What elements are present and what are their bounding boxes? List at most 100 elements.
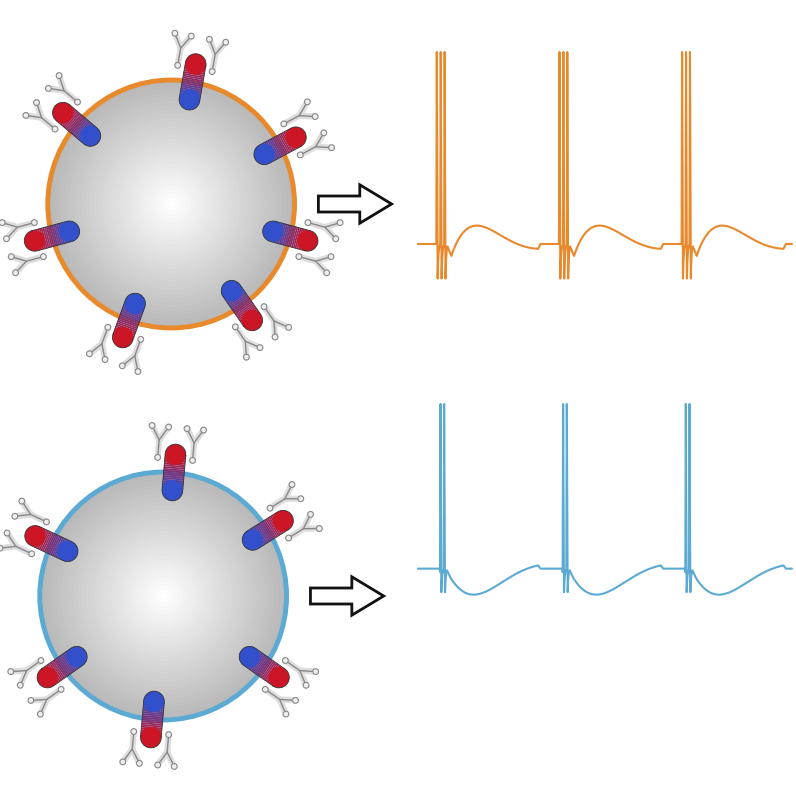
Polygon shape bbox=[185, 64, 205, 70]
Polygon shape bbox=[51, 225, 58, 246]
Circle shape bbox=[98, 130, 244, 278]
Circle shape bbox=[115, 547, 212, 645]
Circle shape bbox=[143, 176, 199, 232]
Polygon shape bbox=[82, 126, 97, 144]
Circle shape bbox=[140, 573, 186, 619]
Polygon shape bbox=[263, 662, 276, 680]
Polygon shape bbox=[77, 122, 92, 139]
Circle shape bbox=[286, 127, 306, 148]
Circle shape bbox=[172, 30, 178, 36]
Circle shape bbox=[127, 160, 215, 248]
Polygon shape bbox=[119, 317, 139, 326]
Polygon shape bbox=[49, 535, 59, 554]
Polygon shape bbox=[142, 724, 162, 728]
Circle shape bbox=[289, 482, 295, 487]
Polygon shape bbox=[48, 226, 55, 246]
Polygon shape bbox=[46, 665, 59, 683]
Polygon shape bbox=[72, 118, 86, 134]
Polygon shape bbox=[272, 222, 279, 242]
Circle shape bbox=[19, 498, 25, 504]
Polygon shape bbox=[143, 704, 164, 708]
Circle shape bbox=[23, 113, 29, 118]
Polygon shape bbox=[185, 66, 205, 71]
Polygon shape bbox=[39, 228, 46, 249]
Polygon shape bbox=[142, 726, 162, 730]
Circle shape bbox=[29, 551, 34, 557]
Circle shape bbox=[0, 546, 3, 551]
Circle shape bbox=[37, 667, 58, 688]
Polygon shape bbox=[54, 224, 61, 245]
Polygon shape bbox=[63, 222, 70, 242]
Polygon shape bbox=[247, 530, 259, 549]
Polygon shape bbox=[243, 313, 260, 326]
Polygon shape bbox=[48, 664, 60, 682]
Polygon shape bbox=[33, 230, 41, 250]
Circle shape bbox=[148, 181, 194, 227]
Polygon shape bbox=[42, 532, 53, 551]
Polygon shape bbox=[244, 648, 257, 666]
Polygon shape bbox=[181, 82, 202, 87]
Polygon shape bbox=[64, 112, 79, 129]
Circle shape bbox=[156, 189, 186, 219]
Polygon shape bbox=[259, 660, 273, 678]
Polygon shape bbox=[274, 137, 285, 156]
Circle shape bbox=[272, 334, 278, 340]
Polygon shape bbox=[62, 110, 76, 126]
Polygon shape bbox=[258, 523, 271, 542]
Circle shape bbox=[9, 254, 14, 259]
Polygon shape bbox=[182, 80, 203, 86]
Polygon shape bbox=[41, 668, 55, 686]
Polygon shape bbox=[142, 715, 163, 718]
Polygon shape bbox=[115, 326, 135, 334]
Polygon shape bbox=[261, 143, 272, 162]
Polygon shape bbox=[78, 123, 93, 140]
Circle shape bbox=[286, 535, 291, 541]
Polygon shape bbox=[114, 330, 134, 339]
Circle shape bbox=[52, 84, 291, 324]
Polygon shape bbox=[60, 108, 75, 126]
Polygon shape bbox=[257, 658, 270, 676]
Circle shape bbox=[152, 185, 190, 223]
Polygon shape bbox=[52, 661, 65, 678]
Circle shape bbox=[185, 54, 206, 74]
Polygon shape bbox=[184, 70, 205, 75]
Polygon shape bbox=[256, 657, 269, 674]
Polygon shape bbox=[44, 533, 54, 552]
Polygon shape bbox=[183, 74, 204, 80]
Polygon shape bbox=[120, 312, 141, 321]
FancyArrow shape bbox=[310, 577, 384, 615]
Circle shape bbox=[303, 682, 309, 688]
Polygon shape bbox=[162, 488, 183, 491]
Circle shape bbox=[123, 155, 220, 253]
Polygon shape bbox=[117, 322, 137, 331]
Polygon shape bbox=[286, 226, 293, 246]
Polygon shape bbox=[277, 223, 284, 244]
Polygon shape bbox=[31, 526, 41, 546]
Circle shape bbox=[68, 101, 274, 307]
Polygon shape bbox=[42, 227, 49, 248]
Polygon shape bbox=[162, 481, 183, 484]
Polygon shape bbox=[261, 522, 273, 540]
Polygon shape bbox=[59, 107, 74, 124]
Polygon shape bbox=[141, 734, 162, 738]
Circle shape bbox=[57, 73, 62, 78]
Polygon shape bbox=[124, 302, 144, 310]
Polygon shape bbox=[183, 77, 203, 82]
Polygon shape bbox=[142, 714, 163, 717]
Polygon shape bbox=[267, 518, 279, 536]
Circle shape bbox=[143, 691, 164, 712]
Polygon shape bbox=[275, 513, 287, 531]
Polygon shape bbox=[253, 526, 266, 545]
Polygon shape bbox=[69, 648, 83, 666]
Circle shape bbox=[18, 682, 23, 688]
Circle shape bbox=[267, 506, 273, 511]
Polygon shape bbox=[259, 144, 271, 163]
Polygon shape bbox=[52, 537, 62, 556]
Polygon shape bbox=[185, 62, 206, 68]
Circle shape bbox=[135, 568, 191, 624]
Circle shape bbox=[37, 711, 43, 717]
Polygon shape bbox=[181, 86, 202, 90]
Polygon shape bbox=[141, 731, 162, 734]
Polygon shape bbox=[141, 733, 162, 737]
Polygon shape bbox=[271, 222, 278, 242]
